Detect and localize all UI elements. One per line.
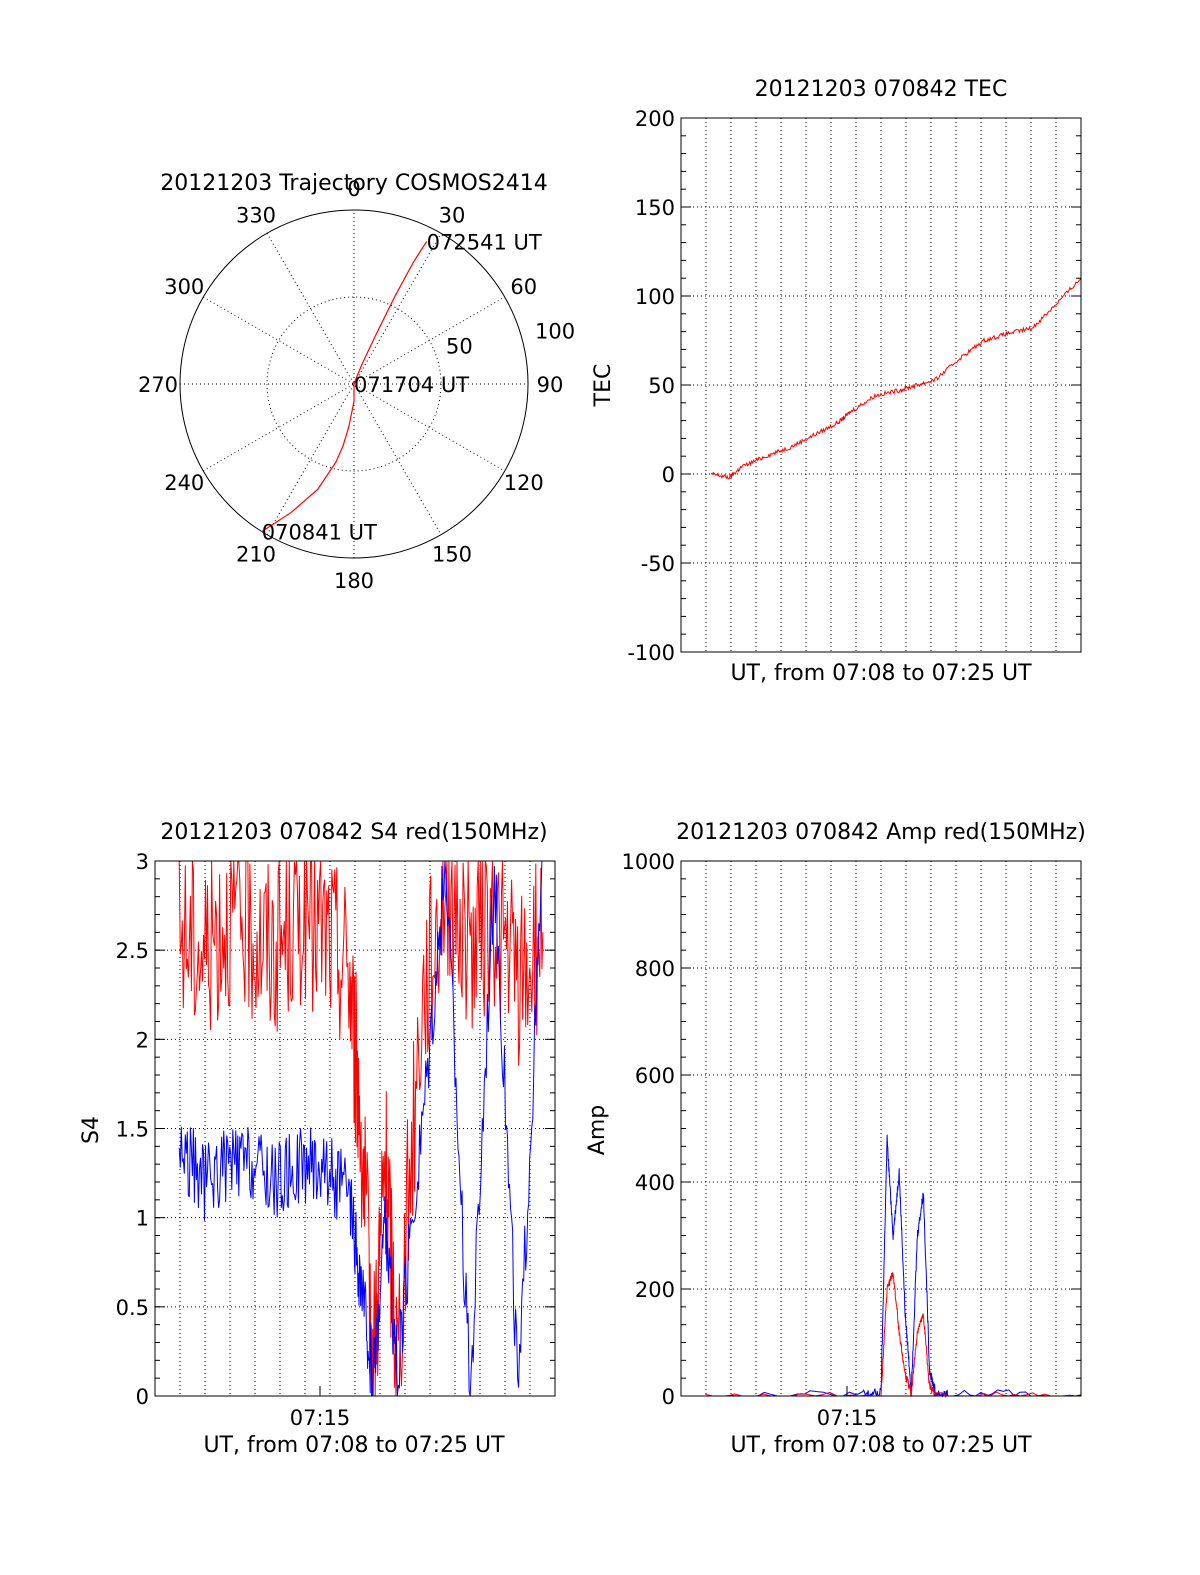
trajectory-title: 20121203 Trajectory COSMOS2414: [160, 171, 547, 196]
polar-angle-tick-label: 150: [432, 543, 472, 567]
y-tick-label: 2.5: [116, 939, 149, 963]
s4-title: 20121203 070842 S4 red(150MHz): [160, 820, 547, 845]
tec-x-axis-label: UT, from 07:08 to 07:25 UT: [730, 661, 1032, 686]
polar-radial-tick-label: 50: [446, 334, 473, 358]
trajectory-time-annotation: 072541 UT: [427, 230, 542, 254]
tec-grid: [681, 118, 1081, 652]
trajectory-time-annotation: 071704 UT: [354, 373, 469, 397]
tec-y-axis-label: TEC: [591, 364, 616, 408]
polar-angle-tick-label: 180: [334, 569, 374, 593]
polar-radial-ring: [266, 296, 442, 472]
amp-title: 20121203 070842 Amp red(150MHz): [676, 820, 1086, 845]
polar-angle-tick-label: 330: [236, 203, 276, 227]
amp-x-axis-label: UT, from 07:08 to 07:25 UT: [730, 1433, 1032, 1458]
polar-radial-tick-label: 100: [535, 319, 575, 343]
s4-series-line: [178, 860, 543, 1397]
amp-x-tick-label: 07:15: [817, 1406, 878, 1430]
y-tick-label: 3: [136, 850, 149, 874]
amp-series: [705, 1134, 1082, 1398]
amp-series-line: [705, 1134, 1082, 1398]
polar-angle-tick-label: 300: [164, 275, 204, 299]
y-tick-label: 1000: [622, 850, 675, 874]
polar-series: [261, 241, 428, 533]
y-tick-label: 600: [635, 1064, 675, 1088]
y-tick-label: -100: [627, 641, 675, 665]
polar-angle-tick-label: 240: [164, 471, 204, 495]
y-tick-label: 0: [662, 463, 675, 487]
y-tick-label: 0: [662, 1385, 675, 1409]
trajectory-polar-panel: 20121203 Trajectory COSMOS2414 0 30 60 90 12…: [138, 171, 575, 593]
s4-series-line: [178, 860, 544, 1397]
y-tick-label: 1.5: [116, 1118, 149, 1142]
polar-angle-tick-label: 120: [504, 471, 544, 495]
amp-grid: [681, 861, 1081, 1396]
y-tick-label: -50: [641, 552, 675, 576]
tec-y-ticks: 200 150 100 50 0 -50 -100: [627, 107, 1081, 665]
polar-angle-ticks: 0 30 60 90 120 150 180 210 240 270 300 330: [138, 177, 563, 593]
polar-angle-tick-label: 270: [138, 373, 178, 397]
polar-radial-ticks: 50 100: [446, 319, 575, 358]
s4-panel: 20121203 070842 S4 red(150MHz) 3 2.5 2 1.5 1…: [79, 820, 556, 1458]
tec-title: 20121203 070842 TEC: [755, 77, 1008, 102]
y-tick-label: 1: [136, 1207, 149, 1231]
polar-grid: [180, 210, 528, 558]
amp-y-ticks: 1000 800 600 400 200 0: [622, 850, 1081, 1409]
tec-series-line: [710, 277, 1082, 480]
polar-angle-tick-label: 0: [347, 177, 360, 201]
trajectory-line: [261, 241, 428, 533]
polar-angle-tick-label: 210: [236, 543, 276, 567]
y-tick-label: 400: [635, 1171, 675, 1195]
y-tick-label: 150: [635, 196, 675, 220]
s4-x-tick-label: 07:15: [290, 1406, 351, 1430]
polar-outer-ring: [179, 209, 529, 559]
s4-series: [178, 860, 544, 1397]
y-tick-label: 100: [635, 285, 675, 309]
amp-panel: 20121203 070842 Amp red(150MHz) 1000 800 6…: [585, 820, 1086, 1458]
s4-x-axis-label: UT, from 07:08 to 07:25 UT: [203, 1433, 505, 1458]
amp-series-line: [705, 1272, 1081, 1398]
y-tick-label: 0: [136, 1385, 149, 1409]
polar-angle-tick-label: 30: [439, 203, 466, 227]
tec-series: [710, 277, 1082, 480]
tec-panel: 20121203 070842 TEC 200150100500-50-100 …: [591, 77, 1082, 686]
polar-angle-tick-label: 60: [510, 275, 537, 299]
y-tick-label: 800: [635, 957, 675, 981]
y-tick-label: 200: [635, 1278, 675, 1302]
y-tick-label: 0.5: [116, 1296, 149, 1320]
y-tick-label: 2: [136, 1028, 149, 1052]
trajectory-time-annotation: 070841 UT: [262, 521, 377, 545]
amp-y-axis-label: Amp: [585, 1105, 610, 1155]
s4-y-axis-label: S4: [79, 1116, 104, 1144]
s4-y-ticks: 3 2.5 2 1.5 1 0.5 0: [116, 850, 555, 1409]
y-tick-label: 50: [648, 374, 675, 398]
polar-annotations: 072541 UT 071704 UT 070841 UT: [262, 230, 542, 544]
y-tick-label: 200: [635, 107, 675, 131]
polar-angle-tick-label: 90: [537, 373, 564, 397]
